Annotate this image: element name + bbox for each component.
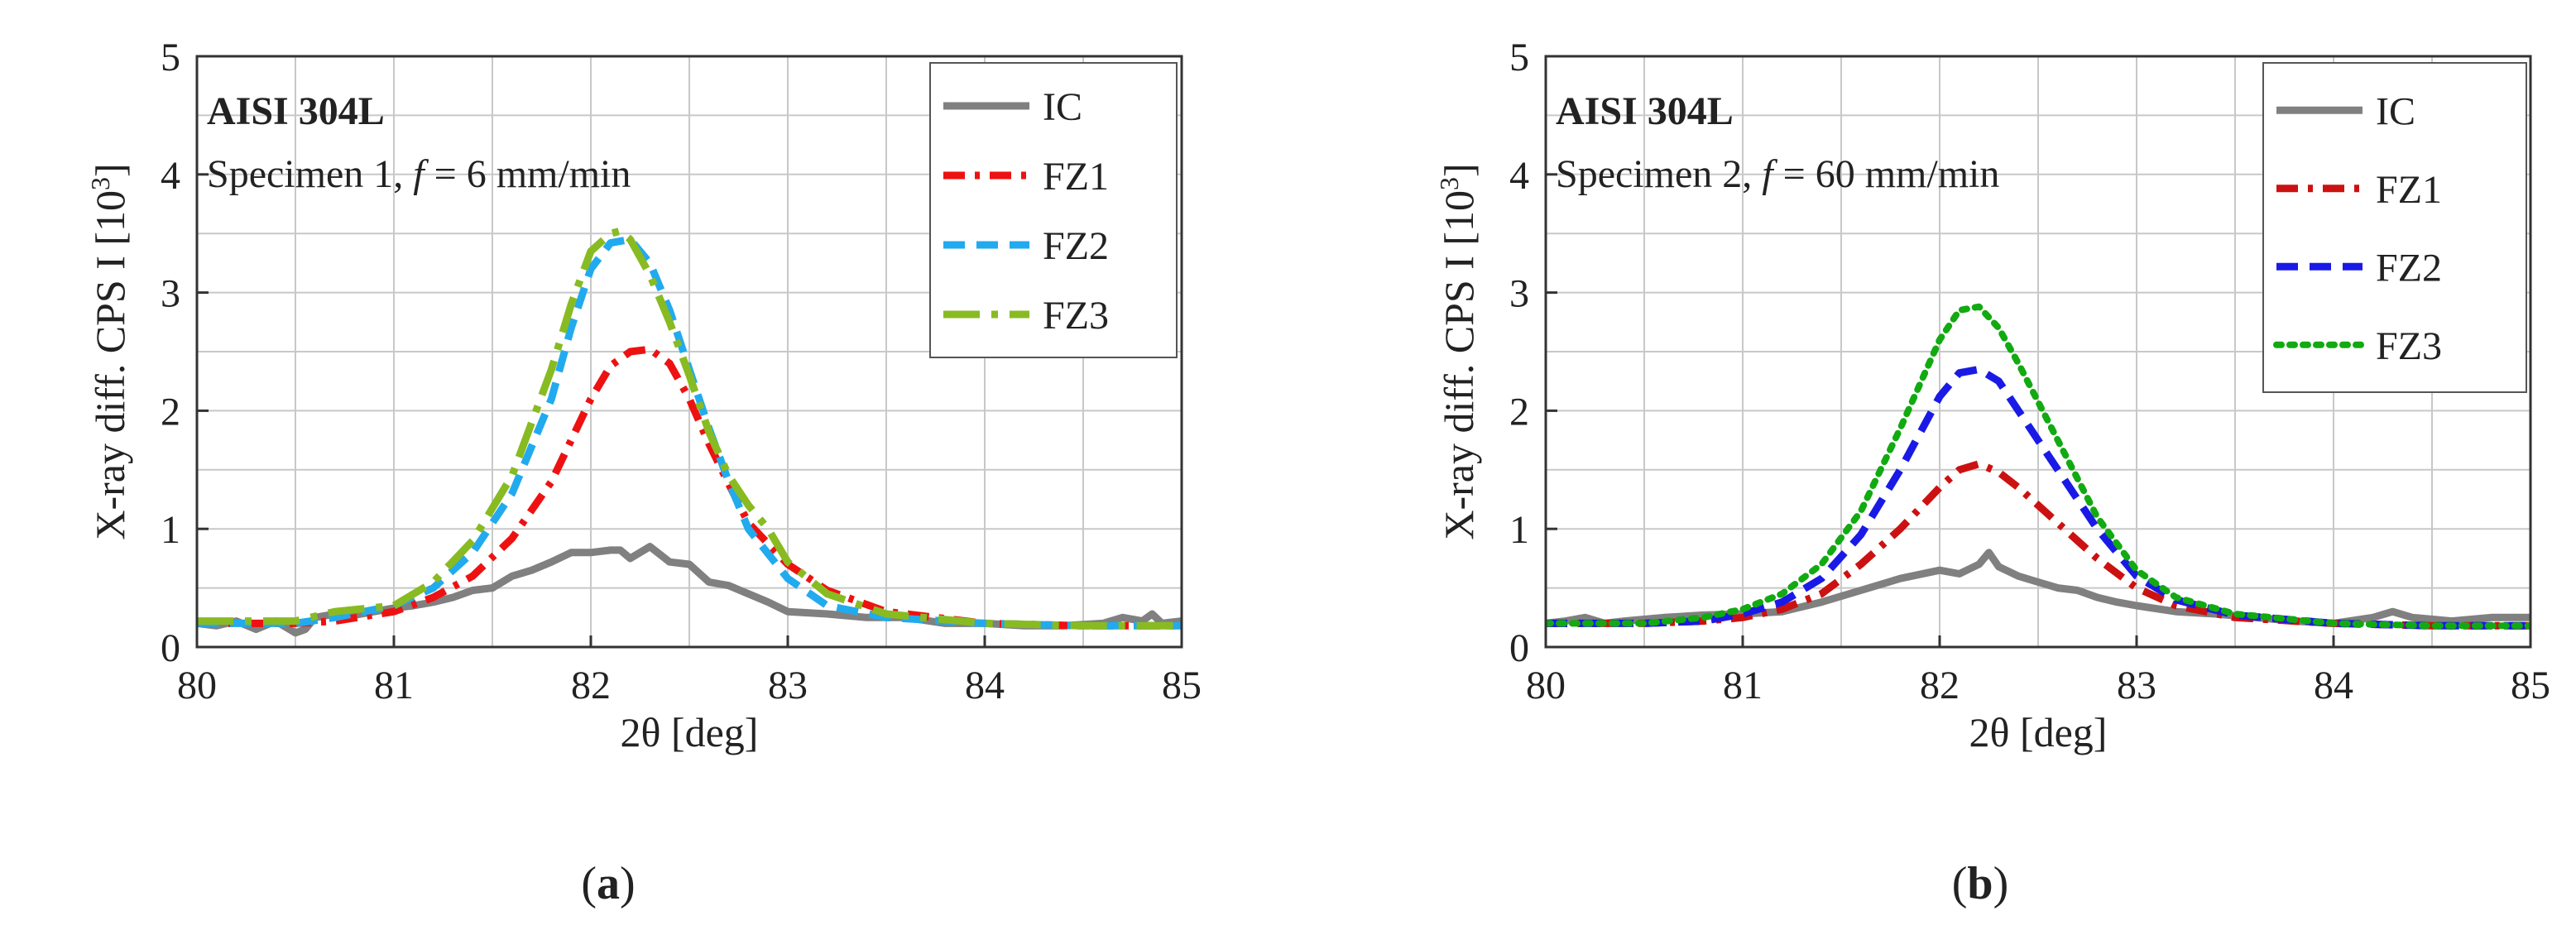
y-tick-label: 4 <box>1509 154 1529 198</box>
annotation-specimen-label: Specimen 2, <box>1556 152 1762 196</box>
x-tick-label: 82 <box>571 664 611 707</box>
y-tick-label: 5 <box>161 36 180 79</box>
annotation-feed-value: = 60 mm/min <box>1773 152 2000 196</box>
y-tick-label: 0 <box>161 626 180 670</box>
x-axis-title: 2θ [deg] <box>1969 709 2108 755</box>
x-tick-label: 83 <box>768 664 808 707</box>
y-axis-title-main: X-ray diff. CPS I [10 <box>87 190 133 540</box>
legend: IC FZ1 FZ2 FZ3 <box>929 62 1178 358</box>
legend-box <box>2262 62 2527 393</box>
y-tick-label: 5 <box>1509 36 1529 79</box>
legend-label-fz1: FZ1 <box>2376 168 2442 212</box>
x-tick-label: 85 <box>1162 664 1202 707</box>
annotation-specimen-label: Specimen 1, <box>207 152 413 196</box>
panel-label: (a) <box>581 858 635 909</box>
series-group <box>1546 303 2530 630</box>
legend: IC FZ1 FZ2 FZ3 <box>2262 62 2527 393</box>
panel-label: (b) <box>1952 858 2008 909</box>
plot-frame <box>1544 55 2532 649</box>
legend-label-fz3: FZ3 <box>1043 294 1109 338</box>
legend-label-ic: IC <box>1043 85 1082 129</box>
y-axis-title-close: ] <box>1436 163 1482 177</box>
x-tick-label: 84 <box>2314 664 2353 707</box>
plot-frame <box>195 55 1183 649</box>
panel-label-close: ) <box>620 858 636 909</box>
x-tick-label: 83 <box>2117 664 2156 707</box>
y-axis-title-superscript: 3 <box>1434 177 1464 190</box>
y-axis-title-close: ] <box>87 163 133 177</box>
panel-label-letter: b <box>1967 858 1993 909</box>
annotation-specimen: Specimen 2, f = 60 mm/min <box>1556 152 1999 196</box>
x-tick-label: 80 <box>1526 664 1566 707</box>
annotation-material: AISI 304L <box>207 89 385 133</box>
y-tick-label: 4 <box>161 154 180 198</box>
x-tick-label: 80 <box>177 664 217 707</box>
y-tick-label: 3 <box>161 272 180 316</box>
legend-box <box>929 62 1178 358</box>
x-tick-label: 81 <box>374 664 414 707</box>
annotation-specimen: Specimen 1, f = 6 mm/min <box>207 152 631 196</box>
y-tick-label: 1 <box>1509 508 1529 552</box>
legend-label-fz2: FZ2 <box>2376 246 2442 290</box>
x-tick-label: 85 <box>2511 664 2550 707</box>
y-tick-label: 1 <box>161 508 180 552</box>
panel-label-open: ( <box>1952 858 1968 909</box>
series-line-fz3 <box>197 227 1182 630</box>
y-tick-label: 0 <box>1509 626 1529 670</box>
y-axis-title: X-ray diff. CPS I [103] <box>85 163 133 539</box>
legend-label-fz3: FZ3 <box>2376 324 2442 368</box>
x-tick-label: 82 <box>1920 664 1960 707</box>
x-tick-label: 81 <box>1723 664 1763 707</box>
legend-label-ic: IC <box>2376 89 2415 133</box>
panel-a: 80 81 82 83 84 85 0 1 2 3 4 5 2θ [deg] X-ray diff. CP… <box>85 36 1202 909</box>
series-line-fz3 <box>1546 303 2530 630</box>
series-group <box>197 227 1182 637</box>
y-tick-label: 2 <box>161 390 180 434</box>
annotation-material: AISI 304L <box>1556 89 1734 133</box>
legend-label-fz1: FZ1 <box>1043 155 1109 199</box>
panel-b: 80 81 82 83 84 85 0 1 2 3 4 5 2θ [deg] X-ray diff. CP… <box>1434 36 2550 909</box>
x-axis-title: 2θ [deg] <box>621 709 759 755</box>
y-tick-label: 2 <box>1509 390 1529 434</box>
y-axis-title-main: X-ray diff. CPS I [10 <box>1436 190 1482 540</box>
y-axis-title-superscript: 3 <box>85 177 115 190</box>
y-tick-label: 3 <box>1509 272 1529 316</box>
x-tick-label: 84 <box>965 664 1005 707</box>
panel-label-open: ( <box>581 858 597 909</box>
legend-label-fz2: FZ2 <box>1043 224 1109 268</box>
panel-label-close: ) <box>1993 858 2009 909</box>
annotation-feed-value: = 6 mm/min <box>425 152 631 196</box>
y-axis-title: X-ray diff. CPS I [103] <box>1434 163 1482 539</box>
panel-label-letter: a <box>597 858 620 909</box>
